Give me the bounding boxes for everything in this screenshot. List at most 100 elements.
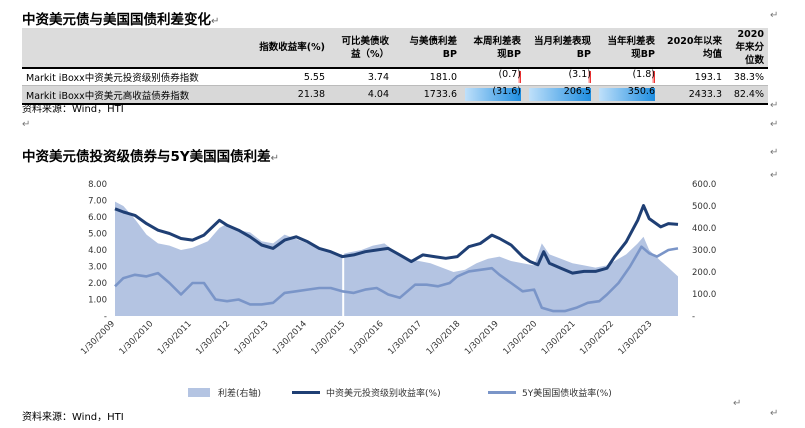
x-tick-label: 1/30/2020 [501,319,539,357]
data-bar-monthly-1 [529,88,591,101]
y-left-tick-label: - [104,312,107,322]
cell-value: (1.8) [632,69,655,80]
cell-value: 350.6 [627,86,655,97]
chart-source-note: 资料来源：Wind，HTI [22,412,124,423]
data-bar-weekly-1 [465,88,521,101]
y-left-tick-label: 6.00 [88,213,107,223]
table-cell: 5.55 [254,68,329,86]
spread-table: 指数收益率(%) 可比美债收益（%） 与美债利差BP 本周利差表现BP 当月利差… [22,28,768,105]
y-right-tick-label: 100.0 [692,290,716,300]
x-tick-label: 1/30/2011 [156,319,194,357]
table-row: Markit iBoxx中资美元高收益债券指数 21.38 4.04 1733.… [22,85,768,105]
source-note: 资料来源：Wind，HTI [22,104,124,115]
cell-value: 206.5 [563,86,591,97]
row-name: Markit iBoxx中资美元投资级别债券指数 [22,68,254,86]
table-row: Markit iBoxx中资美元投资级别债券指数 5.55 3.74 181.0… [22,68,768,86]
x-tick-label: 1/30/2019 [463,319,501,357]
table-cell: (1.8) [595,68,659,86]
series-line-ig-yield [114,204,679,275]
x-tick-label: 1/30/2021 [540,319,578,357]
legend-label: 利差(右轴) [218,389,262,399]
header-cell: 可比美债收益（%） [329,28,393,69]
header-cell: 当年利差表现BP [595,28,659,69]
table-cell: 350.6 [595,85,659,105]
legend-label: 5Y美国国债收益率(%) [522,389,612,399]
paragraph-mark: ↵ [770,408,779,419]
y-left-tick-label: 8.00 [88,180,107,190]
table-cell: 181.0 [393,68,461,86]
legend-swatch-ust5y [488,391,516,394]
x-tick-label: 1/30/2010 [118,319,156,357]
x-tick-label: 1/30/2016 [348,319,386,357]
plot-area [114,184,679,316]
data-bar-yearly-0 [652,71,655,83]
y-left-tick-label: 4.00 [88,246,107,256]
y-right-tick-label: 200.0 [692,268,716,278]
y-right-tick-label: 300.0 [692,246,716,256]
table-header-row: 指数收益率(%) 可比美债收益（%） 与美债利差BP 本周利差表现BP 当月利差… [22,28,768,69]
paragraph-mark: ↵ [770,10,779,21]
paragraph-mark: ↵ [270,153,280,164]
paragraph-mark: ↵ [770,100,779,111]
header-cell: 2020年来分位数 [726,28,768,69]
paragraph-mark: ↵ [770,147,779,158]
y-left-tick-label: 1.00 [88,296,107,306]
legend-swatch-spread [188,388,210,397]
legend-label: 中资美元投资级别收益率(%) [326,389,441,399]
table-cell: 38.3% [726,68,768,86]
x-tick-label: 1/30/2014 [271,319,309,357]
series-area-spread [115,201,678,316]
paragraph-mark: ↵ [22,119,31,130]
data-bar-monthly-0 [588,71,591,83]
x-tick-label: 1/30/2017 [386,319,424,357]
y-left-tick-label: 2.00 [88,279,107,289]
table-title: 中资美元债与美国国债利差变化↵ [22,8,219,28]
header-cell: 当月利差表现BP [525,28,595,69]
legend-swatch-ig-yield [292,391,320,394]
y-right-tick-label: 500.0 [692,202,716,212]
header-cell: 指数收益率(%) [254,28,329,69]
table-cell: (0.7) [461,68,525,86]
paragraph-mark: ↵ [770,119,779,130]
x-tick-label: 1/30/2009 [79,319,117,357]
table-cell: 2433.3 [659,85,726,105]
x-tick-label: 1/30/2018 [425,319,463,357]
y-left-axis: 8.00 7.00 6.00 5.00 4.00 3.00 2.00 1.00 - [88,180,107,322]
paragraph-mark: ↵ [770,170,779,181]
y-right-tick-label: - [692,312,695,322]
row-name: Markit iBoxx中资美元高收益债券指数 [22,85,254,105]
header-cell: 与美债利差BP [393,28,461,69]
cell-value: (31.6) [492,86,521,97]
header-cell: 2020年以来均值 [659,28,726,69]
x-tick-label: 1/30/2023 [617,319,655,357]
y-right-axis: 600.0 500.0 400.0 300.0 200.0 100.0 - [692,180,716,322]
y-right-tick-label: 600.0 [692,180,716,190]
cell-value: (3.1) [568,69,591,80]
paragraph-mark: ↵ [211,16,220,27]
table-cell: 4.04 [329,85,393,105]
x-axis: 1/30/2009 1/30/2010 1/30/2011 1/30/2012 1/30… [79,319,654,357]
x-tick-label: 1/30/2012 [194,319,232,357]
spread-gap [342,184,345,316]
table-cell: (31.6) [461,85,525,105]
table-cell: (3.1) [525,68,595,86]
chart-legend: 利差(右轴) 中资美元投资级别收益率(%) 5Y美国国债收益率(%) [188,386,748,400]
table-cell: 82.4% [726,85,768,105]
data-bar-weekly-0 [518,71,521,83]
cell-value: (0.7) [498,69,521,80]
y-right-tick-label: 400.0 [692,224,716,234]
table-cell: 193.1 [659,68,726,86]
x-tick-label: 1/30/2022 [578,319,616,357]
y-left-tick-label: 7.00 [88,197,107,207]
y-left-tick-label: 5.00 [88,230,107,240]
header-cell [22,28,254,69]
table-cell: 3.74 [329,68,393,86]
y-left-tick-label: 3.00 [88,263,107,273]
chart-title: 中资美元债投资级债券与5Y美国国债利差↵ [22,145,279,165]
table-title-text: 中资美元债与美国国债利差变化 [22,12,211,28]
yield-spread-chart: 8.00 7.00 6.00 5.00 4.00 3.00 2.00 1.00 - 600.0 5… [79,180,716,357]
series-line-ust5y [114,245,679,313]
table-cell: 1733.6 [393,85,461,105]
chart-title-text: 中资美元债投资级债券与5Y美国国债利差 [22,149,271,165]
table-cell: 21.38 [254,85,329,105]
